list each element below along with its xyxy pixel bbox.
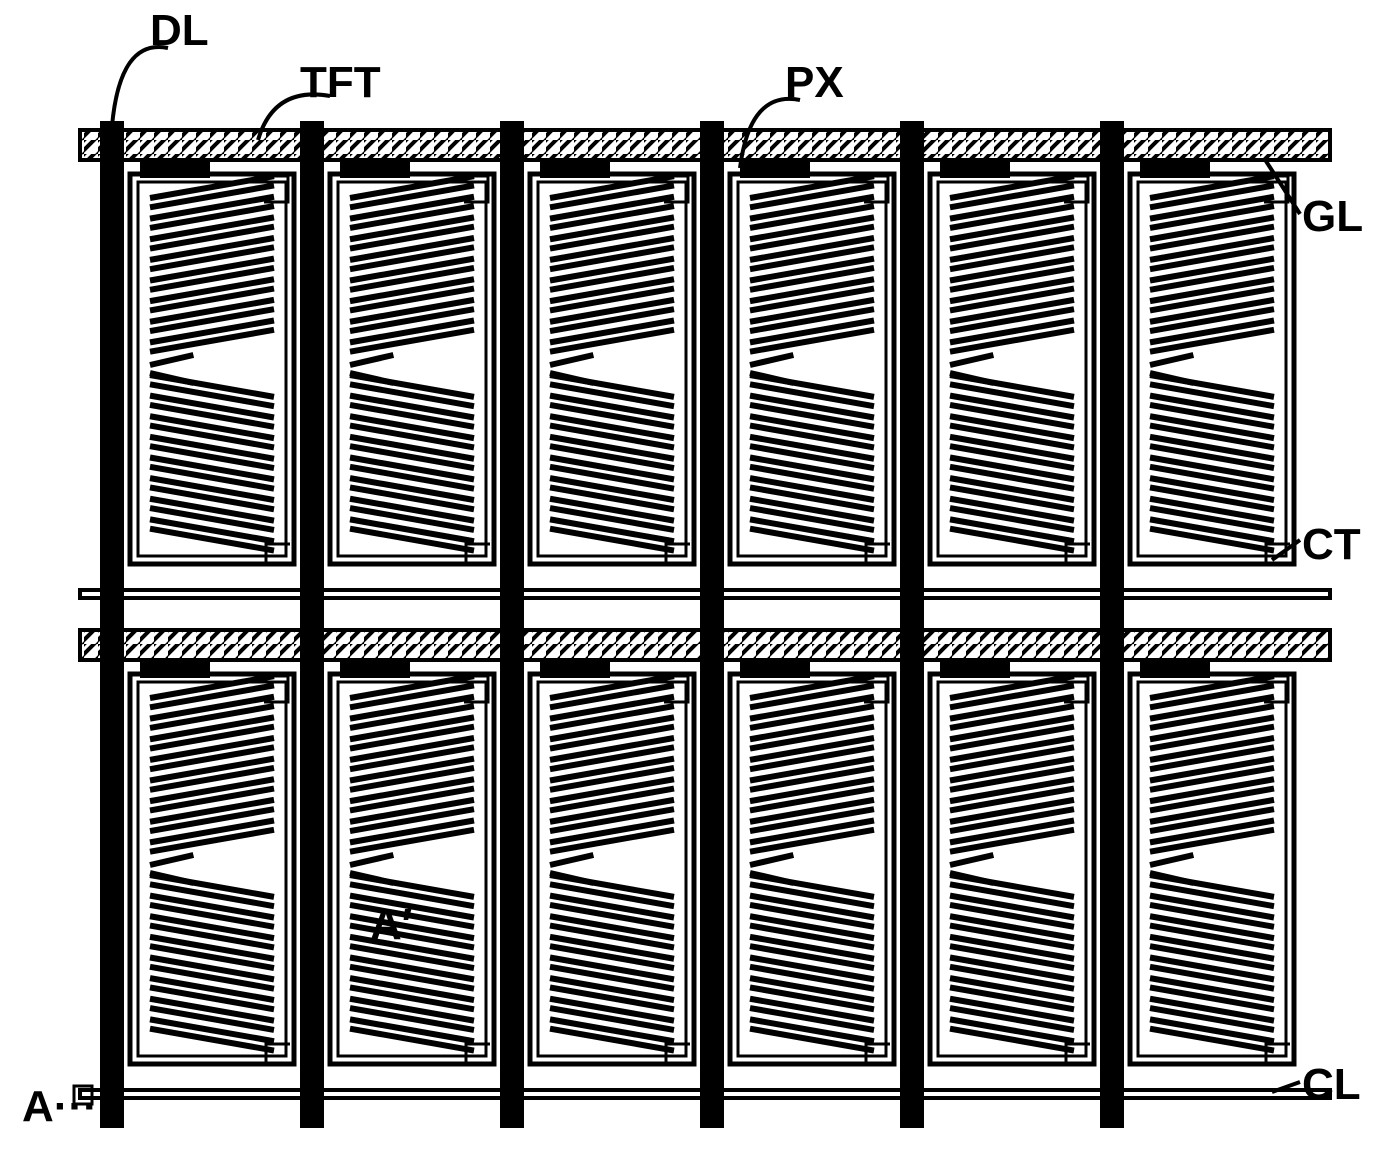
- label-Aprime: A′: [370, 900, 412, 950]
- label-CL: CL: [1302, 1060, 1361, 1110]
- label-DL: DL: [150, 6, 209, 56]
- label-PX: PX: [785, 58, 844, 108]
- figure-stage: DL TFT PX GL CT CL A··· A′: [0, 0, 1374, 1163]
- figure-svg: [0, 0, 1374, 1163]
- label-GL: GL: [1302, 192, 1363, 242]
- label-CT: CT: [1302, 520, 1361, 570]
- label-A: A···: [22, 1082, 98, 1132]
- label-TFT: TFT: [300, 58, 381, 108]
